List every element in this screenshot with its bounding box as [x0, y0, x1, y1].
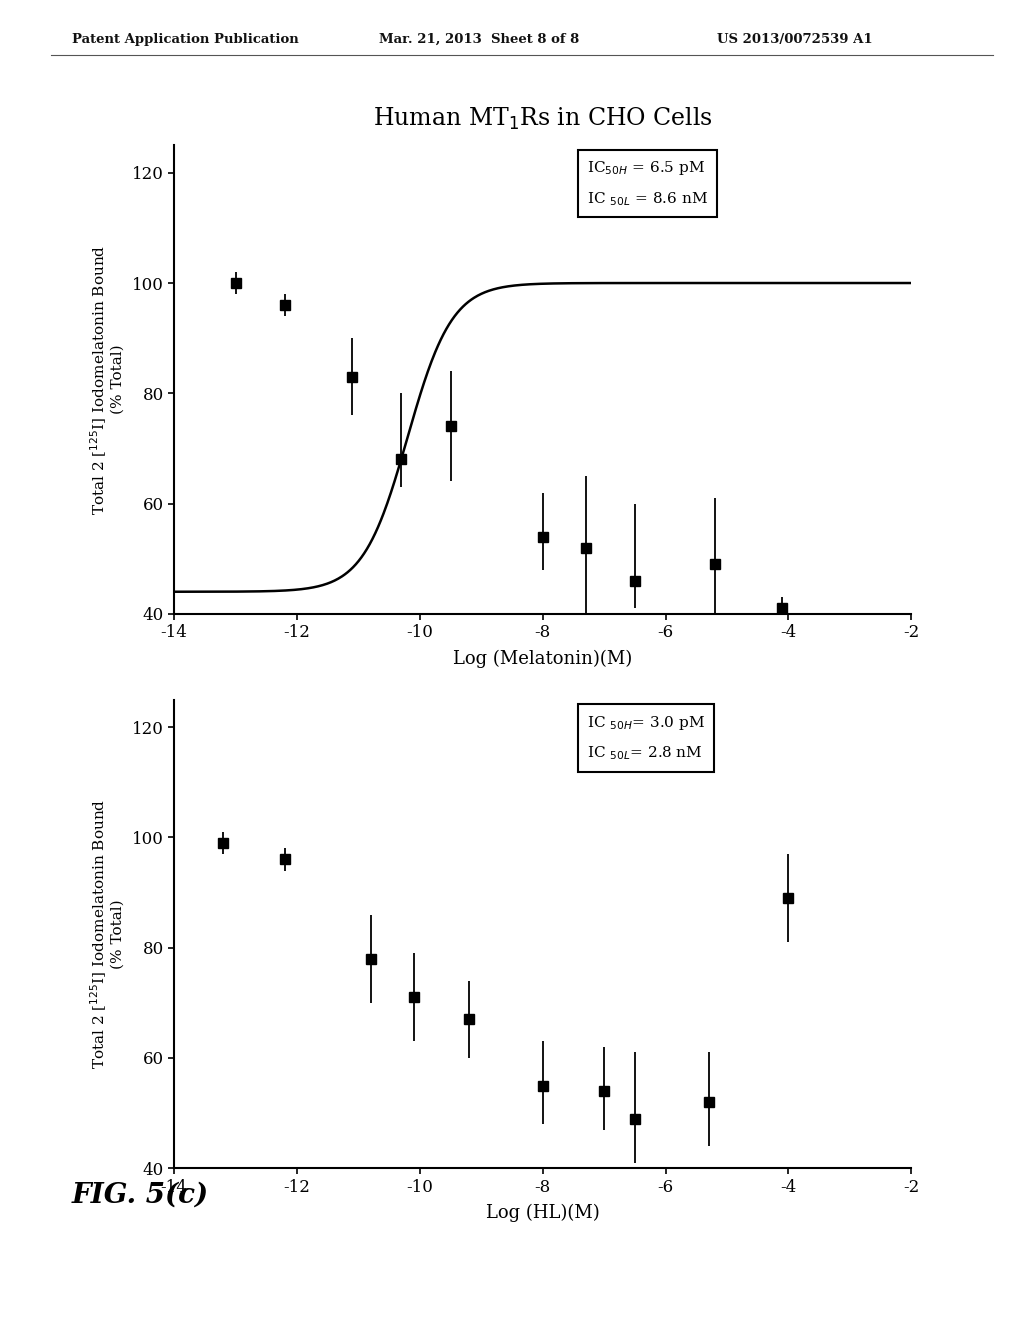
X-axis label: Log (HL)(M): Log (HL)(M) [485, 1204, 600, 1222]
Text: Patent Application Publication: Patent Application Publication [72, 33, 298, 46]
Y-axis label: Total 2 [$^{125}$I] Iodomelatonin Bound
(% Total): Total 2 [$^{125}$I] Iodomelatonin Bound … [88, 244, 125, 515]
Text: IC$_{50H}$ = 6.5 pM
IC $_{50L}$ = 8.6 nM: IC$_{50H}$ = 6.5 pM IC $_{50L}$ = 8.6 nM [587, 160, 708, 209]
Text: Mar. 21, 2013  Sheet 8 of 8: Mar. 21, 2013 Sheet 8 of 8 [379, 33, 580, 46]
Y-axis label: Total 2 [$^{125}$I] Iodomelatonin Bound
(% Total): Total 2 [$^{125}$I] Iodomelatonin Bound … [88, 799, 125, 1069]
Text: IC $_{50H}$= 3.0 pM
IC $_{50L}$= 2.8 nM: IC $_{50H}$= 3.0 pM IC $_{50L}$= 2.8 nM [587, 714, 706, 763]
Text: US 2013/0072539 A1: US 2013/0072539 A1 [717, 33, 872, 46]
Title: Human MT$_1$Rs in CHO Cells: Human MT$_1$Rs in CHO Cells [373, 106, 713, 132]
X-axis label: Log (Melatonin)(M): Log (Melatonin)(M) [453, 649, 633, 668]
Text: FIG. 5(c): FIG. 5(c) [72, 1181, 209, 1208]
